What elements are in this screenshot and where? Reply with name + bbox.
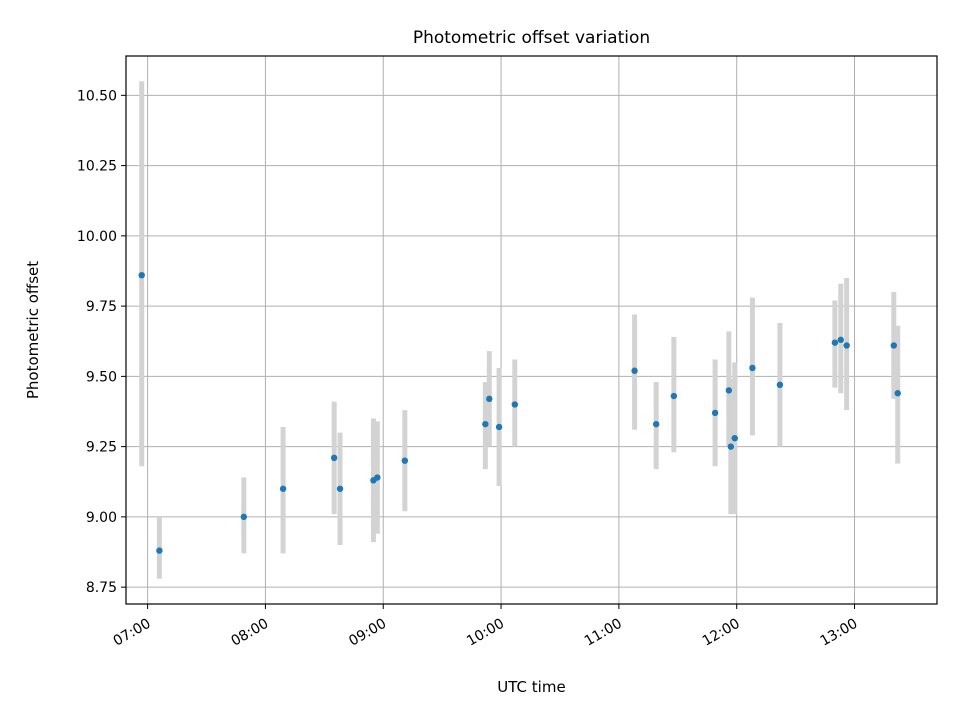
data-point xyxy=(279,485,287,492)
data-point xyxy=(890,342,897,349)
data-point xyxy=(374,474,381,481)
data-point xyxy=(401,457,409,464)
grid xyxy=(126,56,937,604)
data-point xyxy=(725,387,733,394)
y-axis-label: Photometric offset xyxy=(24,261,42,399)
data-point xyxy=(670,392,678,400)
data-point xyxy=(776,381,784,388)
chart-title: Photometric offset variation xyxy=(413,28,650,48)
data-point xyxy=(330,454,338,462)
data-point xyxy=(837,336,844,344)
data-point xyxy=(156,547,163,554)
data-points xyxy=(138,272,901,554)
data-point xyxy=(727,443,735,450)
y-axis-ticks: 8.75 9.00 9.25 9.50 9.75 10.00 10.25 10.50 xyxy=(77,88,126,596)
data-point xyxy=(894,390,901,397)
x-axis-label: UTC time xyxy=(497,678,565,696)
plot-frame xyxy=(125,55,938,605)
data-point xyxy=(711,409,719,417)
y-tick-label: 9.25 xyxy=(86,440,117,456)
y-tick-label: 9.00 xyxy=(86,510,117,526)
y-tick-label: 10.25 xyxy=(77,159,117,175)
data-point xyxy=(843,342,850,349)
data-point xyxy=(482,420,489,428)
data-point xyxy=(495,423,503,431)
data-point xyxy=(336,485,344,492)
data-point xyxy=(631,367,638,374)
data-point xyxy=(749,364,756,372)
data-point xyxy=(511,401,519,408)
y-tick-label: 10.00 xyxy=(77,229,117,245)
data-point xyxy=(652,420,660,428)
data-point xyxy=(731,434,738,442)
data-point xyxy=(138,272,145,279)
data-point xyxy=(486,395,493,403)
y-tick-label: 9.50 xyxy=(86,369,117,385)
data-point xyxy=(831,339,839,346)
y-tick-label: 9.75 xyxy=(86,299,117,315)
y-tick-label: 10.50 xyxy=(77,88,117,104)
y-tick-label: 8.75 xyxy=(86,580,117,596)
data-point xyxy=(240,513,248,521)
